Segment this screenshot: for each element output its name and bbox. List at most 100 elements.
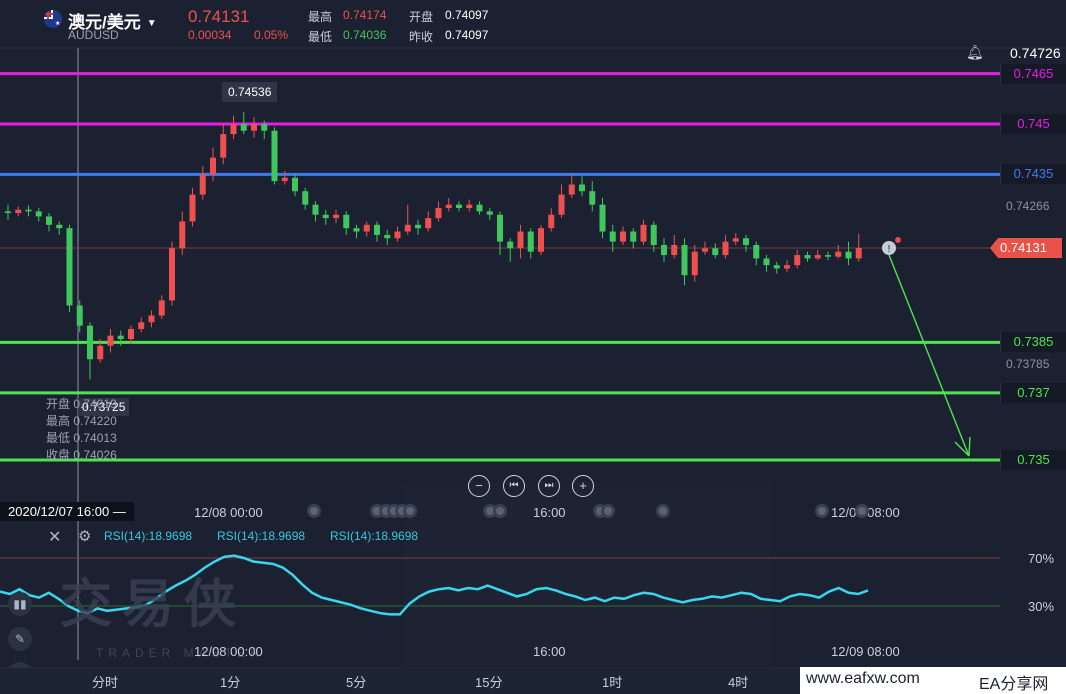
candle [743,234,749,252]
ohlc-low-label: 最低 [46,431,71,445]
symbol-selector[interactable]: 澳元/美元 ▼ [68,8,157,33]
candle [179,211,186,256]
level-label-2: 0.7435 [1000,164,1066,185]
bell-icon[interactable]: 🔔︎ [966,44,984,60]
ohlc-low-value: 0.74013 [73,431,117,445]
zoom-out-button[interactable]: − [468,475,490,497]
period-tab-2[interactable]: 5分 [346,675,367,690]
rsi-level-low: 30% [1028,599,1055,614]
period-tab-4[interactable]: 1时 [602,675,623,690]
candle [220,124,227,165]
candle [189,187,196,227]
candle [568,174,575,198]
rsi-label-3: RSI(14):18.9698 [330,529,419,543]
event-dot-icon[interactable] [815,504,829,518]
candle [415,219,421,235]
symbol-name[interactable]: 澳元/美元 [68,13,141,32]
event-dot-icon[interactable] [601,504,615,518]
svg-text:!: ! [888,244,891,255]
event-dot-icon[interactable] [307,504,321,518]
candle [333,209,339,224]
alert-marker-icon [882,241,896,255]
level-label-0: 0.7465 [1000,63,1066,84]
candle [97,339,104,363]
candle [261,120,268,140]
candle [76,300,83,333]
event-dot-icon[interactable] [855,504,869,518]
candle [445,197,452,212]
settings-gear-icon[interactable]: ⚙ [78,528,92,545]
high-value: 0.74174 [343,8,387,22]
candle [251,117,257,138]
crosshair-time-label: 2020/12/07 16:00 — [0,502,134,521]
candle [609,224,616,252]
price-change: 0.00034 [188,28,232,42]
caret-down-icon[interactable]: ▼ [146,18,157,30]
candle [35,208,42,222]
period-tab-3[interactable]: 15分 [475,675,503,690]
candle [169,241,175,306]
candle [148,310,155,328]
rsi-level-high: 70% [1028,551,1055,566]
period-tab-1[interactable]: 1分 [220,675,241,690]
candle [804,251,811,262]
open-value: 0.74097 [445,8,489,22]
indicator-icon[interactable]: ▮▮ [8,592,32,616]
rsi-time-tick-1: 16:00 [533,644,566,659]
prev-close-value: 0.74097 [445,28,489,42]
candle [456,201,462,212]
last-price: 0.74131 [188,7,250,26]
event-dot-icon[interactable] [403,504,417,518]
period-tab-0[interactable]: 分时 [92,675,119,690]
current-price-tag: 0.74131 [990,238,1062,258]
candle [210,147,216,182]
footer-banner [800,667,1066,694]
jump-end-button[interactable]: ⏭ [538,475,560,497]
candle [5,204,11,220]
period-tab-5[interactable]: 4时 [728,675,749,690]
draw-pencil-icon[interactable]: ✎ [8,627,32,651]
candle [117,330,124,346]
candle [558,184,565,219]
jump-start-button[interactable]: ⏮ [503,475,525,497]
candle [240,111,247,135]
price-tick-0: 0.74266 [1006,199,1050,213]
price-change-pct: 0.05% [254,28,289,42]
candle [722,234,729,259]
candle [599,197,606,239]
candle [712,243,719,259]
footer-site[interactable]: www.eafxw.com [806,670,920,687]
candle [435,201,442,222]
ohlc-open-label: 开盘 [46,397,71,411]
candle [835,244,842,259]
candle [302,187,309,210]
candle [732,233,739,245]
candle [794,250,801,269]
zoom-in-button[interactable]: + [572,475,594,497]
candle [773,261,780,274]
ohlc-high-label: 最高 [46,414,71,428]
candle [620,226,626,245]
candle [128,325,134,345]
candle [661,238,667,262]
ohlc-high-value: 0.74220 [73,414,117,428]
ohlc-close-value: 0.74026 [73,448,117,462]
candle [825,251,831,261]
candle [702,241,708,256]
event-dot-icon[interactable] [493,504,507,518]
close-indicator-icon[interactable]: ✕ [48,529,62,546]
candle [384,229,391,245]
low-value: 0.74036 [343,28,387,42]
open-label: 开盘 [409,10,434,24]
candle [466,199,473,212]
event-dot-icon[interactable] [656,504,670,518]
candle [507,238,514,262]
rsi-line [0,554,869,616]
candle [394,226,401,242]
low-marker-label: 0.73725 [78,398,130,416]
ohlc-open-value: 0.74019 [73,397,117,411]
candle [15,206,22,217]
candle [138,317,145,333]
low-label: 最低 [308,30,333,44]
